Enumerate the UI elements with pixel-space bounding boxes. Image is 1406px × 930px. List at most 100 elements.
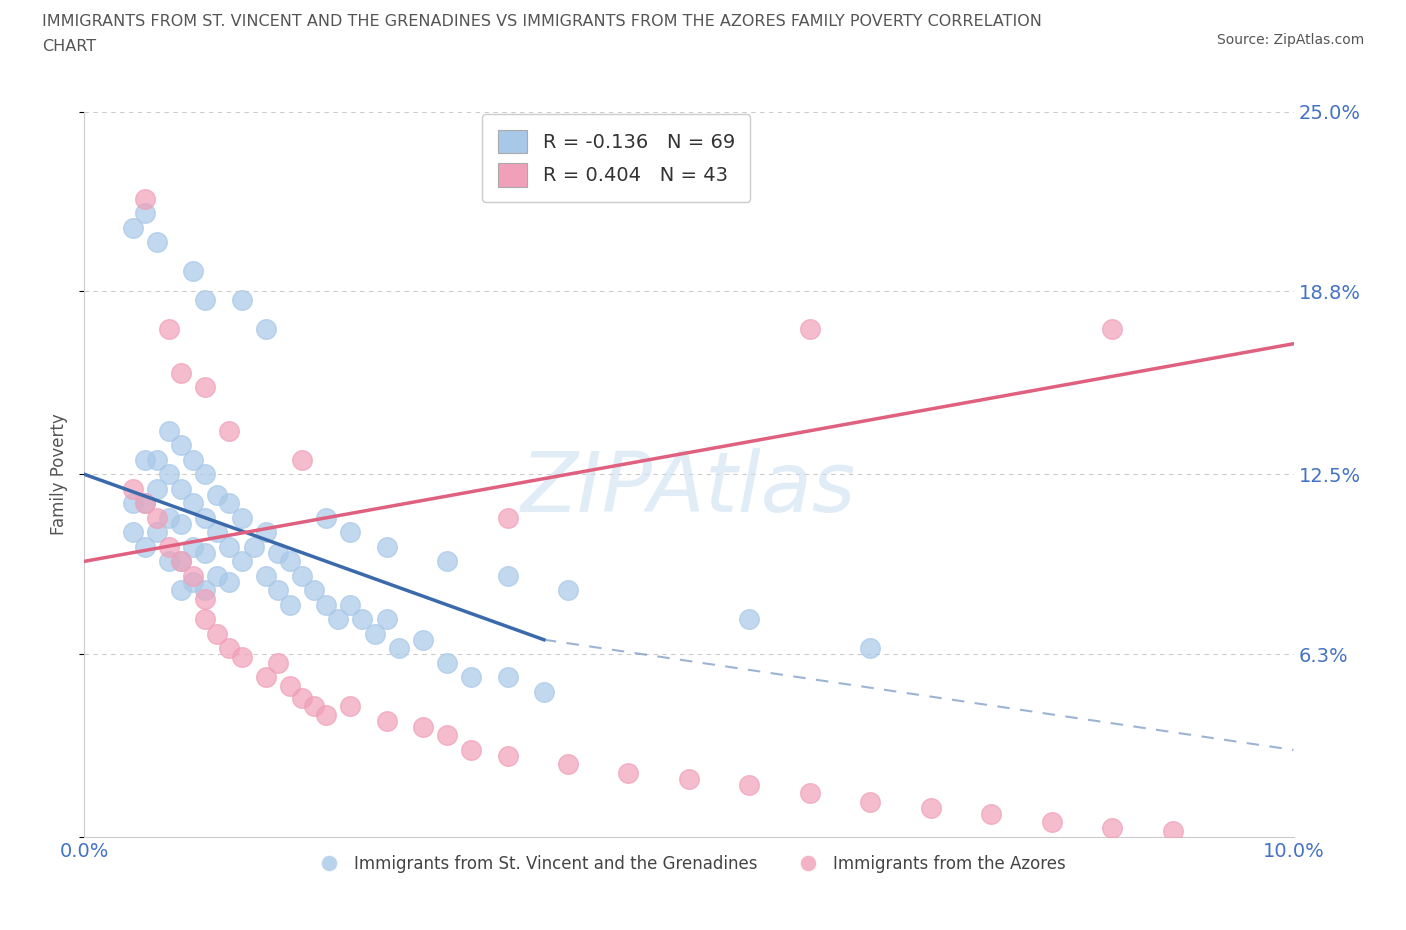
Point	[302, 583, 325, 598]
Point	[315, 597, 337, 612]
Point	[460, 670, 482, 684]
Text: ZIPAtlas: ZIPAtlas	[522, 448, 856, 529]
Point	[339, 525, 361, 539]
Point	[157, 554, 180, 569]
Point	[194, 545, 217, 560]
Point	[194, 467, 217, 482]
Point	[363, 627, 385, 642]
Point	[375, 713, 398, 728]
Point	[231, 293, 253, 308]
Point	[375, 612, 398, 627]
Point	[496, 568, 519, 583]
Point	[799, 322, 821, 337]
Point	[557, 583, 579, 598]
Point	[231, 511, 253, 525]
Point	[146, 452, 169, 467]
Point	[291, 452, 314, 467]
Point	[170, 516, 193, 531]
Point	[678, 772, 700, 787]
Text: Source: ZipAtlas.com: Source: ZipAtlas.com	[1216, 33, 1364, 46]
Point	[194, 591, 217, 606]
Point	[278, 597, 301, 612]
Point	[436, 728, 458, 743]
Point	[218, 496, 240, 511]
Point	[291, 690, 314, 705]
Point	[859, 795, 882, 810]
Point	[278, 679, 301, 694]
Point	[134, 539, 156, 554]
Point	[315, 708, 337, 723]
Point	[799, 786, 821, 801]
Point	[1101, 322, 1123, 337]
Point	[533, 684, 555, 699]
Point	[194, 511, 217, 525]
Point	[436, 656, 458, 671]
Point	[738, 612, 761, 627]
Point	[1040, 815, 1063, 830]
Point	[121, 496, 143, 511]
Point	[315, 511, 337, 525]
Point	[181, 568, 204, 583]
Point	[170, 554, 193, 569]
Point	[218, 641, 240, 656]
Point	[1101, 821, 1123, 836]
Point	[231, 554, 253, 569]
Point	[207, 568, 229, 583]
Legend: Immigrants from St. Vincent and the Grenadines, Immigrants from the Azores: Immigrants from St. Vincent and the Gren…	[307, 848, 1071, 880]
Point	[339, 699, 361, 714]
Point	[859, 641, 882, 656]
Point	[157, 467, 180, 482]
Point	[920, 801, 942, 816]
Point	[134, 496, 156, 511]
Point	[242, 539, 264, 554]
Y-axis label: Family Poverty: Family Poverty	[49, 414, 67, 535]
Point	[267, 545, 290, 560]
Point	[157, 511, 180, 525]
Point	[181, 264, 204, 279]
Point	[146, 234, 169, 249]
Point	[181, 496, 204, 511]
Point	[460, 742, 482, 757]
Point	[557, 757, 579, 772]
Point	[278, 554, 301, 569]
Point	[302, 699, 325, 714]
Point	[207, 627, 229, 642]
Point	[181, 452, 204, 467]
Point	[436, 554, 458, 569]
Point	[617, 765, 640, 780]
Point	[157, 423, 180, 438]
Point	[134, 206, 156, 220]
Point	[146, 482, 169, 497]
Point	[157, 322, 180, 337]
Point	[496, 749, 519, 764]
Point	[194, 293, 217, 308]
Point	[121, 525, 143, 539]
Point	[181, 574, 204, 589]
Point	[254, 525, 277, 539]
Text: CHART: CHART	[42, 39, 96, 54]
Point	[218, 423, 240, 438]
Point	[254, 568, 277, 583]
Point	[291, 568, 314, 583]
Point	[412, 632, 434, 647]
Point	[267, 656, 290, 671]
Point	[170, 583, 193, 598]
Point	[339, 597, 361, 612]
Point	[194, 379, 217, 394]
Point	[328, 612, 350, 627]
Point	[194, 583, 217, 598]
Point	[352, 612, 374, 627]
Text: IMMIGRANTS FROM ST. VINCENT AND THE GRENADINES VS IMMIGRANTS FROM THE AZORES FAM: IMMIGRANTS FROM ST. VINCENT AND THE GREN…	[42, 14, 1042, 29]
Point	[157, 539, 180, 554]
Point	[170, 554, 193, 569]
Point	[1161, 824, 1184, 839]
Point	[231, 650, 253, 665]
Point	[496, 670, 519, 684]
Point	[134, 496, 156, 511]
Point	[218, 539, 240, 554]
Point	[134, 192, 156, 206]
Point	[254, 670, 277, 684]
Point	[170, 365, 193, 380]
Point	[121, 482, 143, 497]
Point	[218, 574, 240, 589]
